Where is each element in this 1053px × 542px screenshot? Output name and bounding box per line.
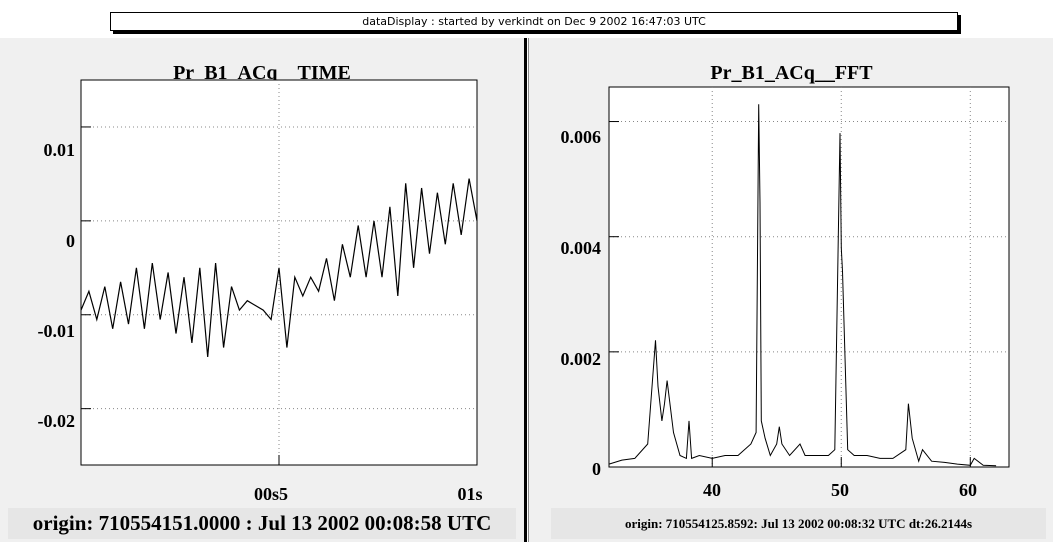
fft-plot-pad[interactable]: Pr_B1_ACq__FFT 0.006 0.004 0.002 0 40 50… xyxy=(528,38,1053,542)
y-tick-label: -0.01 xyxy=(38,321,76,341)
fft-plot-frame xyxy=(608,86,1010,468)
y-tick-label: 0 xyxy=(66,231,75,251)
x-tick-label: 00s5 xyxy=(254,484,288,504)
time-plot-pad[interactable]: Pr_B1_ACq__TIME 0.01 0 -0.01 -0.02 00s5 … xyxy=(0,38,527,542)
x-tick-label: 40 xyxy=(703,480,721,500)
x-tick-label: 50 xyxy=(831,480,849,500)
y-tick-label: 0.002 xyxy=(561,349,602,369)
fft-plot-origin: origin: 710554125.8592: Jul 13 2002 00:0… xyxy=(551,508,1046,539)
fft-spectrum-line xyxy=(608,104,997,467)
x-tick-label: 01s xyxy=(457,484,482,504)
fft-plot-title: Pr_B1_ACq__FFT xyxy=(710,62,873,84)
time-plot-ticks xyxy=(81,126,280,465)
x-tick-label: 60 xyxy=(959,480,977,500)
y-tick-label: 0 xyxy=(592,459,601,479)
time-series-line xyxy=(80,178,478,358)
session-banner: dataDisplay : started by verkindt on Dec… xyxy=(110,12,958,31)
y-tick-label: 0.004 xyxy=(561,238,602,258)
time-plot-origin: origin: 710554151.0000 : Jul 13 2002 00:… xyxy=(8,508,516,539)
fft-plot-svg[interactable]: 0.006 0.004 0.002 0 40 50 60 xyxy=(529,38,1053,508)
time-plot-svg[interactable]: 0.01 0 -0.01 -0.02 00s5 01s xyxy=(0,38,524,508)
y-tick-label: -0.02 xyxy=(38,411,76,431)
y-tick-label: 0.006 xyxy=(561,127,602,147)
time-plot-title: Pr_B1_ACq__TIME xyxy=(173,62,351,84)
y-tick-label: 0.01 xyxy=(44,140,76,160)
fft-plot-grid xyxy=(609,87,1009,467)
